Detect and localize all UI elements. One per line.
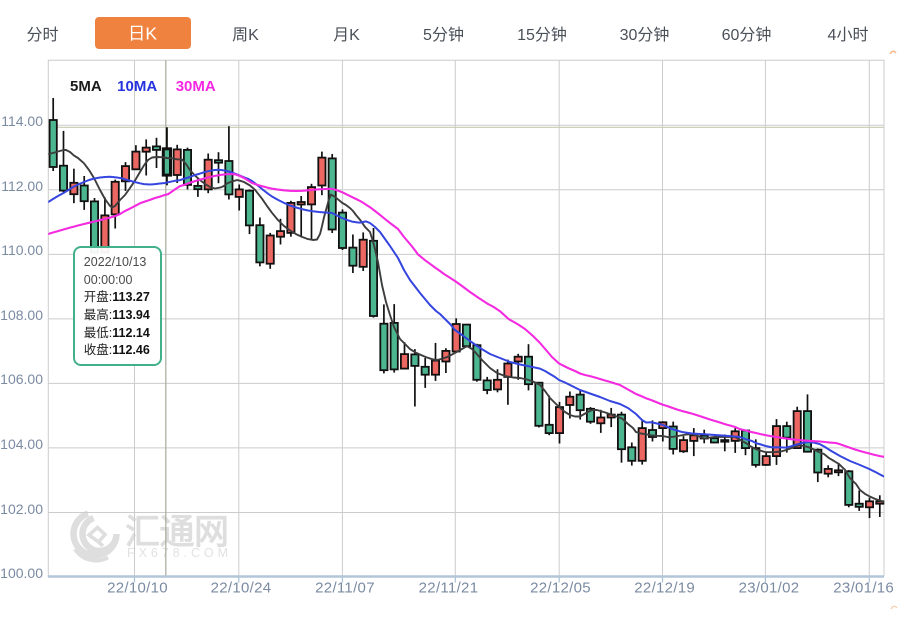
svg-text:汇通网: 汇通网 <box>125 513 229 552</box>
svg-text:FX678.COM: FX678.COM <box>127 546 228 560</box>
